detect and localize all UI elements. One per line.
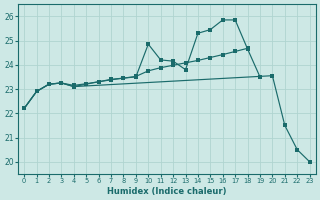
X-axis label: Humidex (Indice chaleur): Humidex (Indice chaleur) xyxy=(107,187,227,196)
